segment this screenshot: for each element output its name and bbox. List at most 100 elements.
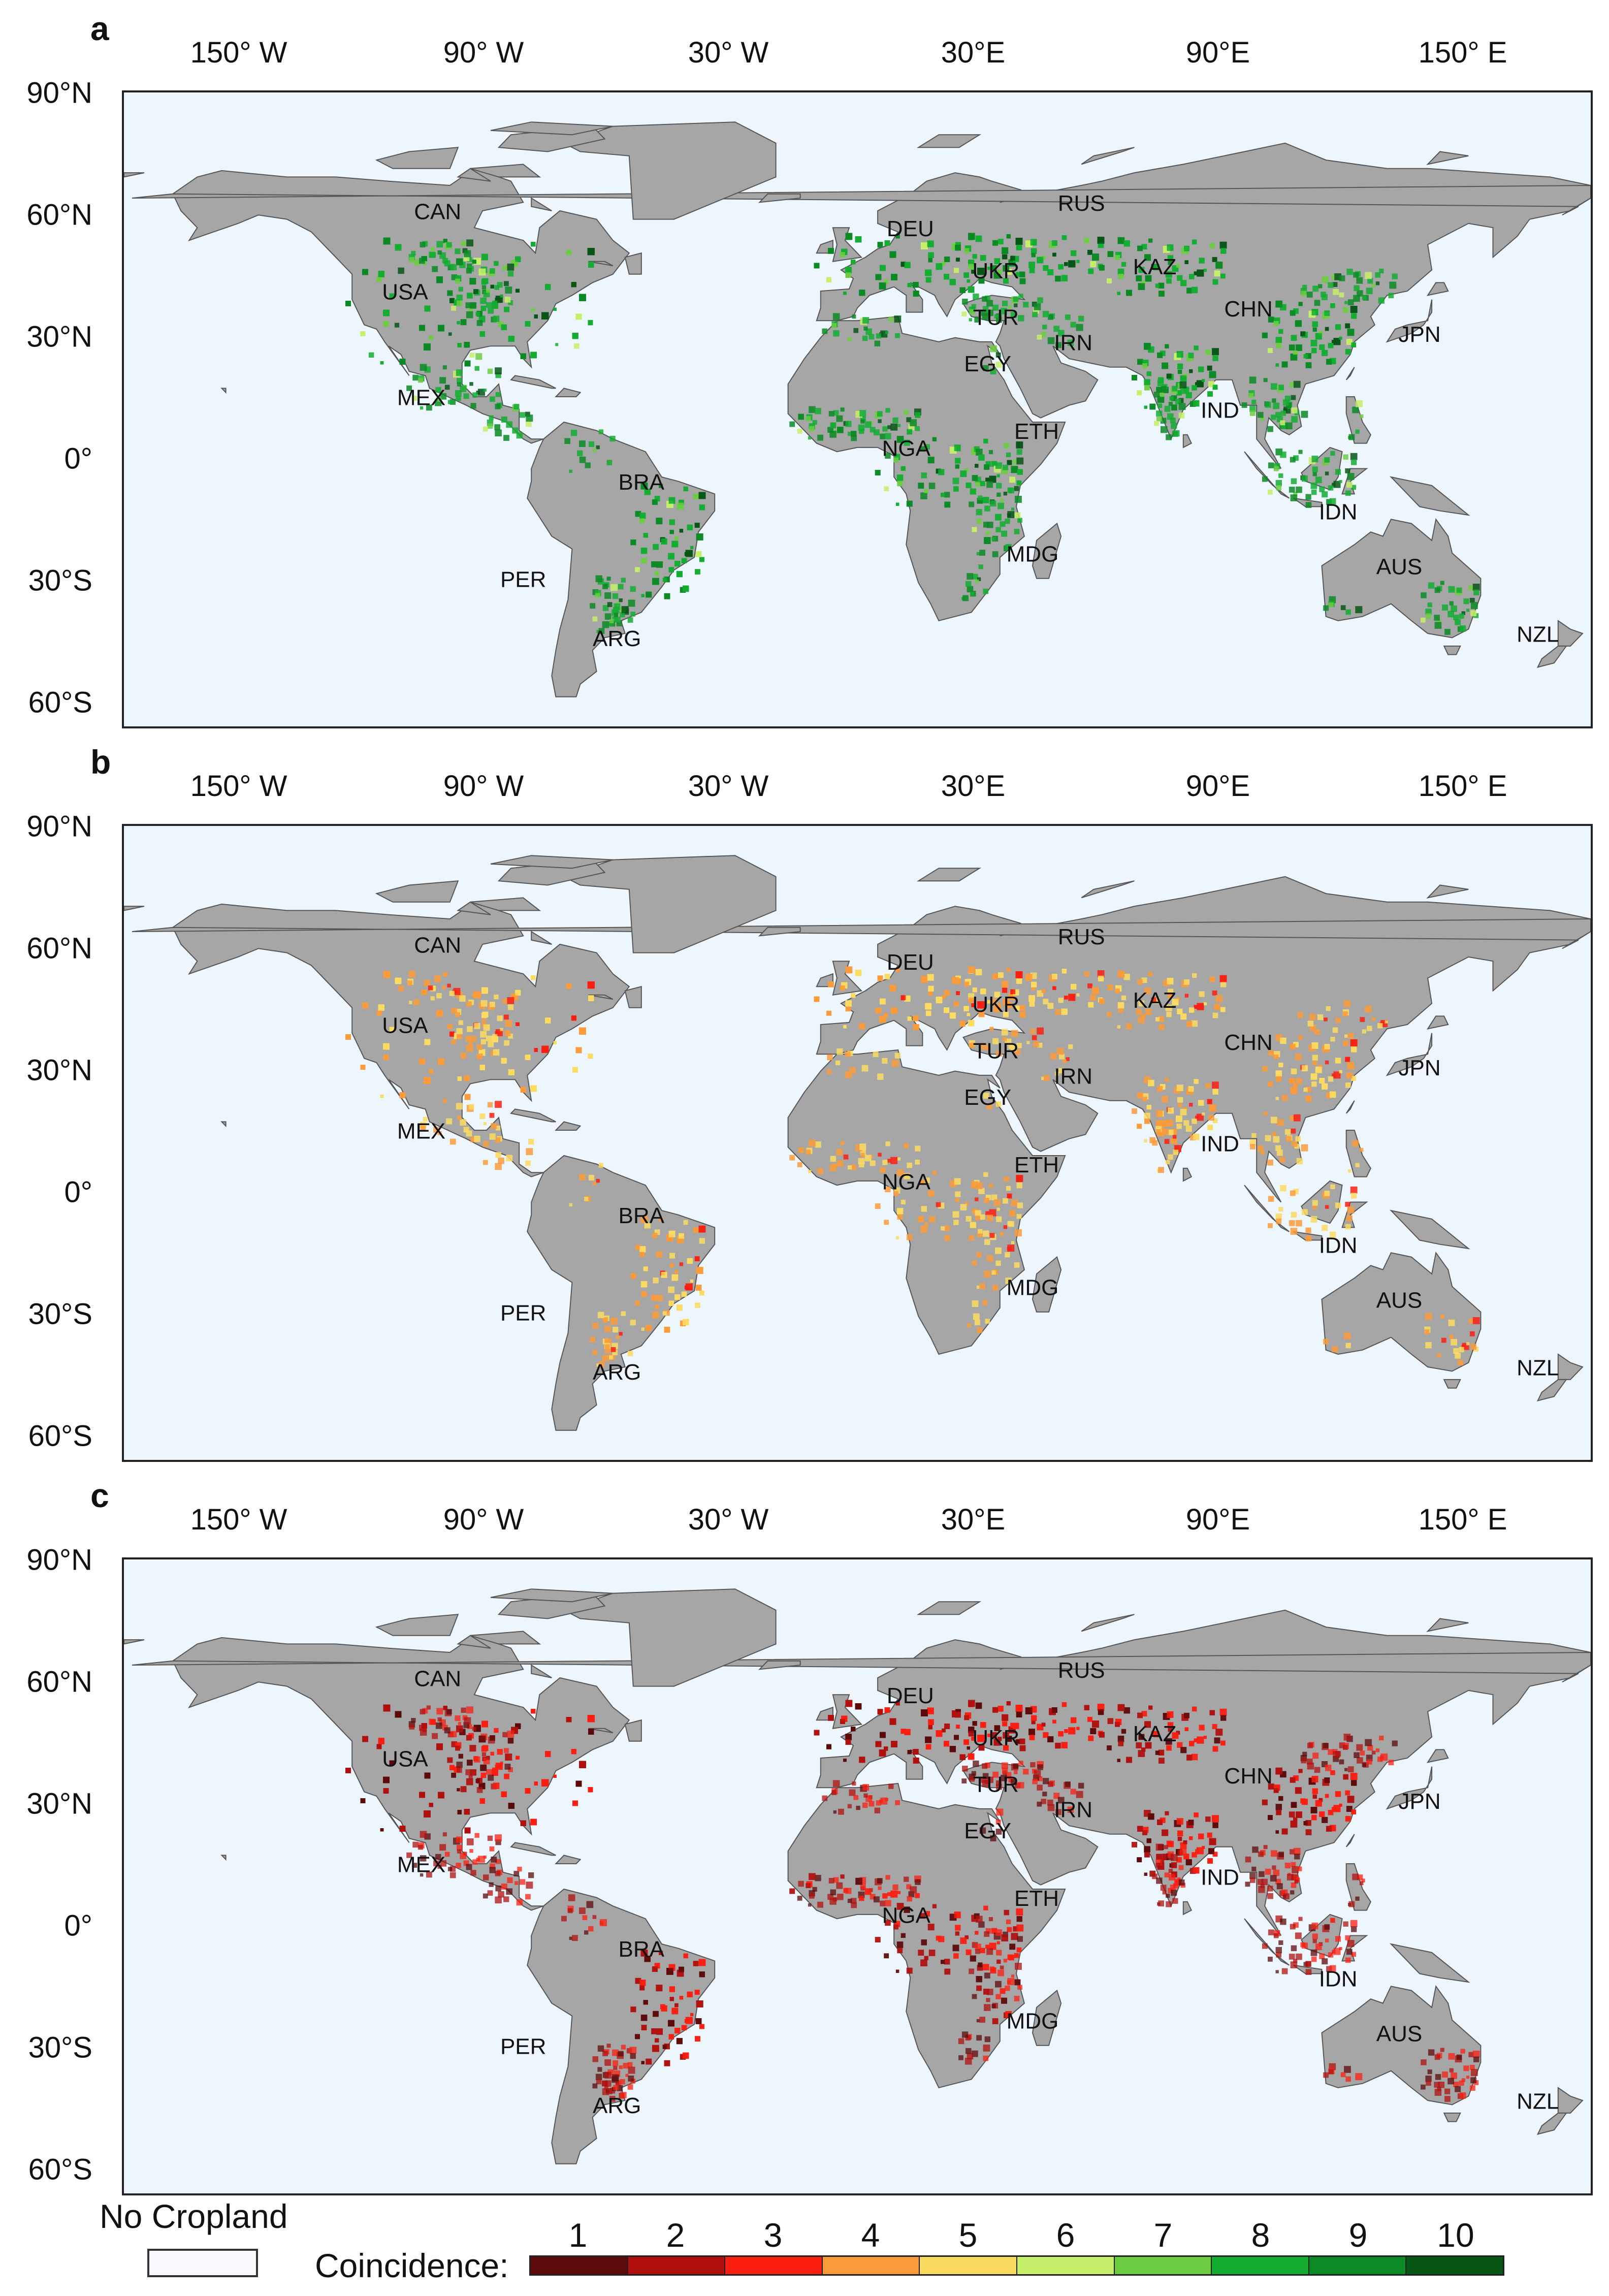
cropland-pixel [434,975,441,982]
cropland-pixel [530,352,537,359]
cropland-pixel [495,429,502,437]
cropland-pixel [1170,1138,1175,1143]
lat-label: 60°S [28,686,92,719]
cropland-pixel [695,569,700,575]
cropland-pixel [928,258,932,263]
cropland-pixel [507,1004,514,1010]
cropland-pixel [1459,1347,1464,1353]
cropland-pixel [969,1042,975,1048]
cropland-pixel [967,1323,971,1328]
cropland-pixel [986,300,993,307]
cropland-pixel [1057,330,1065,337]
cropland-pixel [1278,329,1283,334]
cropland-pixel [1346,482,1353,488]
cropland-pixel [490,268,495,274]
cropland-pixel [969,309,975,315]
cropland-pixel [847,1165,852,1170]
cropland-pixel [1319,1078,1325,1083]
cropland-pixel [1195,1115,1199,1120]
cropland-pixel [1071,250,1077,257]
cropland-pixel [932,437,937,441]
cropland-pixel [921,242,928,249]
cropland-pixel [1090,261,1097,267]
cropland-pixel [1280,1185,1286,1192]
cropland-pixel [1146,1105,1151,1110]
cropland-pixel [525,1055,531,1060]
cropland-pixel [413,259,421,266]
lat-label: 0° [64,442,92,475]
cropland-pixel [1197,269,1204,277]
cropland-pixel [1310,340,1317,346]
cropland-pixel [1333,289,1339,295]
cropland-pixel [1323,605,1329,611]
cropland-pixel [699,557,704,562]
cropland-pixel [1177,1008,1183,1014]
cropland-pixel [503,1896,509,1902]
cropland-pixel [1291,395,1296,400]
cropland-pixel [513,404,520,409]
cropland-pixel [936,1202,941,1207]
cropland-pixel [457,1849,462,1854]
landmass [758,193,801,203]
country-label-tur: TUR [973,305,1019,330]
cropland-pixel [970,488,976,495]
cropland-pixel [985,461,991,467]
cropland-pixel [1055,1071,1059,1076]
landmass [1182,1901,1193,1916]
cropland-pixel [501,1884,507,1890]
cropland-pixel [837,427,844,433]
cropland-pixel [1329,1091,1336,1098]
cropland-pixel [978,454,985,461]
cropland-pixel [674,1294,681,1300]
cropland-pixel [419,258,425,264]
cropland-pixel [575,1780,582,1787]
cropland-pixel [941,493,945,497]
cropland-pixel [906,1234,913,1240]
cropland-pixel [406,385,412,391]
cropland-pixel [1168,1129,1174,1135]
cropland-pixel [889,251,896,258]
cropland-pixel [641,594,645,597]
cropland-pixel [993,1005,1001,1012]
cropland-pixel [1291,335,1297,341]
cropland-pixel [904,409,909,415]
cropland-pixel [1276,485,1281,491]
cropland-pixel [1276,1219,1281,1224]
landmass [375,147,459,169]
cropland-pixel [972,1300,979,1307]
cropland-pixel [1311,456,1318,462]
cropland-pixel [584,1930,589,1935]
cropland-pixel [466,1838,474,1845]
cropland-pixel [588,262,594,268]
cropland-pixel [1189,1103,1193,1107]
cropland-pixel [1301,291,1307,297]
cropland-pixel [826,277,831,282]
cropland-pixel [1283,408,1287,412]
cropland-pixel [1115,254,1120,260]
lon-label: 30° W [688,1503,769,1536]
cropland-pixel [1220,981,1227,987]
cropland-pixel [882,426,888,432]
cropland-pixel [619,1332,623,1336]
cropland-pixel [481,253,488,261]
cropland-pixel [480,305,487,311]
cropland-pixel [399,359,406,365]
cropland-pixel [570,430,577,436]
cropland-pixel [472,260,476,264]
cropland-pixel [1262,1066,1268,1072]
cropland-pixel [954,1178,961,1185]
cropland-pixel [1332,340,1336,344]
cropland-pixel [1249,1139,1256,1146]
cropland-pixel [609,619,614,623]
cropland-pixel [1208,1114,1214,1121]
cropland-pixel [1315,476,1322,484]
cropland-pixel [1153,392,1160,398]
cropland-pixel [1350,306,1358,313]
cropland-pixel [983,522,989,528]
cropland-pixel [569,1936,572,1940]
cropland-pixel [1293,455,1299,461]
cropland-pixel [671,540,679,548]
cropland-pixel [489,415,494,420]
cropland-pixel [448,332,452,336]
cropland-pixel [596,1178,600,1183]
